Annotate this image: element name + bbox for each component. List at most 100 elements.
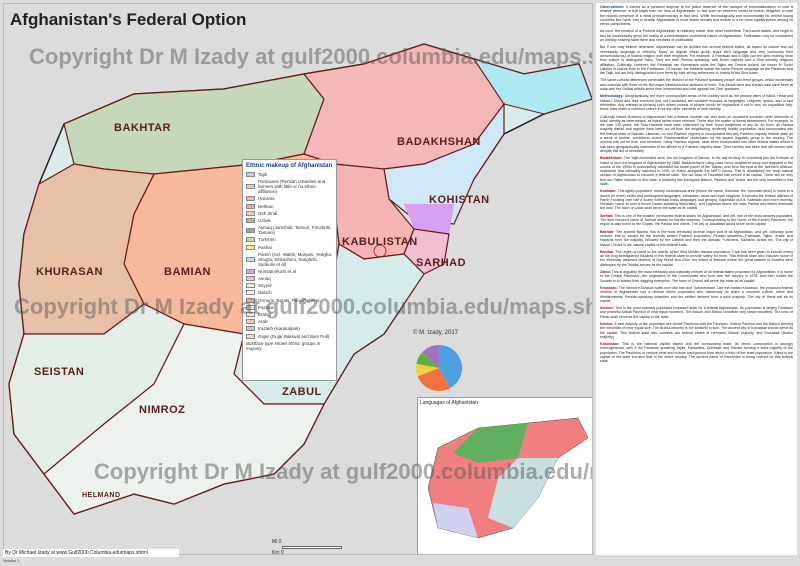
text-section: The same cultural differences predicates… — [600, 78, 793, 91]
text-section: Culturally based divisions of Afghanista… — [600, 115, 793, 154]
section-body: The same cultural differences predicates… — [600, 78, 793, 92]
scale-km-label: Km — [272, 550, 280, 555]
map-panel: Afghanistan's Federal Option BAKHTAR BAD… — [3, 3, 593, 555]
scale-bar-graphic — [282, 546, 342, 549]
legend-swatch — [246, 333, 255, 339]
section-body: A vast majority of the population are Ab… — [600, 322, 793, 339]
map-title: Afghanistan's Federal Option — [10, 10, 247, 29]
section-body: This is the national capital district an… — [600, 342, 794, 364]
section-body: This is arguably the most ethnically and… — [600, 270, 794, 283]
region-label-badakhshan: BADAKHSHAN — [397, 136, 481, 148]
legend-swatch — [246, 172, 255, 177]
text-section: But if one may believe otherwise, Afghan… — [600, 45, 793, 75]
section-heading: Observations: — [600, 5, 625, 9]
watermark: Copyright Dr M Izady at gulf2000.columbi… — [14, 294, 593, 319]
scale-zero: 0 — [278, 539, 282, 545]
legend-item: Hazaras — [246, 196, 333, 202]
legend-label: Arab — [258, 319, 268, 325]
legend-item: Pashtun — [246, 304, 333, 310]
legend-swatch — [246, 217, 255, 223]
legend-label: Deh Zindi — [258, 210, 278, 216]
text-section: Seistan: This is the most sparsely popul… — [600, 306, 793, 319]
legend-swatch — [246, 326, 255, 332]
legend-label: Baluch — [258, 290, 272, 296]
section-body: The region is home to the mainly Ja'fari… — [600, 249, 793, 267]
text-section: Zabul: This is arguably the most ethnica… — [600, 270, 793, 283]
section-heading: Khurasan: — [600, 285, 618, 290]
section-heading: Sarhad: — [600, 213, 614, 218]
legend-label: Turkmen — [258, 237, 276, 243]
legend-item: Pamiri (incl. Wakhi, Munjani, Yedgha, Sh… — [246, 252, 333, 267]
legend-swatch — [246, 304, 255, 310]
section-body: This is the most sparsely populated prop… — [600, 306, 793, 319]
legend-swatch — [246, 268, 255, 274]
legend-label: Dehkan — [258, 203, 274, 209]
version-label: Version 1 — [3, 558, 20, 563]
legend-swatch — [246, 283, 255, 289]
section-heading: Bamian: — [600, 249, 615, 254]
legend-swatch — [246, 297, 255, 303]
legend-item: Baluch — [246, 290, 333, 296]
legend-label: Brahui — [258, 312, 272, 317]
legend-label: Ormuris, Baraki, Paracha, et al — [258, 297, 320, 303]
signature: © M. Izady, 2017 — [413, 330, 458, 336]
text-section: As such, the creation of a 'Federal Afgh… — [600, 29, 793, 42]
legend-item: Parsiwans (Persian urbanites and farmers… — [246, 179, 333, 194]
legend-item: Arab — [246, 319, 333, 325]
region-kohistan — [383, 102, 505, 225]
legend-swatch — [246, 237, 255, 243]
region-label-khurasan: KHURASAN — [36, 266, 103, 278]
watermark: Copyright Dr M Izady at gulf2000.columbi… — [94, 459, 592, 484]
legend-item: Deh Zindi — [246, 210, 333, 216]
legend-swatch — [246, 227, 255, 233]
section-heading: Badakhshan: — [600, 156, 623, 161]
region-label-sarhad: SARHAD — [416, 257, 467, 269]
pie-slice — [439, 345, 462, 389]
section-body: The historic Khurasan splits over into I… — [600, 285, 793, 303]
section-heading: Seistan: — [600, 306, 614, 311]
legend-item: Tajik — [246, 172, 333, 177]
pie-slice — [416, 352, 439, 368]
legend-item: Aymaq (Jamshidi, Taimuri, Firuzkuhi, Tai… — [246, 225, 333, 235]
author-credit: By Dr Michael Izady at www.Gulf2000.Colu… — [3, 549, 179, 557]
section-body: Culturally based divisions of Afghanista… — [600, 114, 793, 153]
legend-swatch — [246, 312, 255, 317]
region-label-bamian: BAMIAN — [164, 266, 211, 278]
legend-label: Hazaras — [258, 196, 275, 202]
legend-label: Parsiwans (Persian urbanites and farmers… — [258, 179, 326, 195]
ethnic-pie-chart — [416, 345, 462, 391]
legend-swatch — [246, 256, 255, 262]
region-label-zabul: ZABUL — [282, 386, 322, 398]
region-label-kabulistan: KABULISTAN — [342, 236, 418, 248]
text-section: Khurasan: The historic Khurasan splits o… — [600, 286, 793, 303]
legend-swatch — [246, 203, 255, 209]
text-section: Methodology: Geographically, the more co… — [600, 94, 793, 111]
text-section: Badakhshan: The Tajik-dominated area -th… — [600, 156, 793, 186]
legend-item: Sayyid — [246, 283, 333, 289]
legend-item: Aimaq — [246, 276, 333, 282]
legend-item: Pashai — [246, 244, 333, 250]
section-body: The Tajik-dominated area -the old kingdo… — [600, 156, 793, 186]
legend-label: Uzbek — [258, 217, 271, 223]
section-body: It comes as a pleasant surprise to the j… — [600, 5, 793, 27]
section-heading: Methodology: — [600, 94, 624, 99]
legend-label: Kazakh (Karakalpak) — [258, 326, 300, 332]
text-section: Kohistan: This lightly-populated, heavil… — [600, 189, 793, 210]
scale-mi-label: Mi — [272, 539, 278, 545]
legend-label: Aimaq — [258, 276, 271, 282]
legend-label: Tajik — [258, 172, 268, 177]
text-section: Bamian: The region is home to the mainly… — [600, 250, 793, 267]
section-heading: Kabulistan: — [600, 342, 620, 347]
ethnic-legend: Ethnic makeup of Afghanistan Tajik Parsiw… — [242, 159, 337, 381]
region-label-helmand: HELMAND — [82, 492, 121, 499]
pie-slice — [416, 363, 439, 377]
section-body: Geographically, the more cosmopolitan ar… — [600, 94, 794, 112]
region-nimroz — [43, 323, 325, 515]
legend-note: Boldface type shows ethnic groups in maj… — [246, 340, 321, 351]
section-heading: Nimroz: — [600, 322, 614, 326]
watermark: Copyright Dr M Izady at gulf2000.columbi… — [29, 44, 593, 69]
legend-label: Nuristani/Kafir et al — [258, 268, 297, 274]
text-panel: Observations: It comes as a pleasant sur… — [596, 3, 797, 555]
legend-swatch — [246, 276, 255, 282]
legend-label: Pashtun — [258, 304, 275, 310]
